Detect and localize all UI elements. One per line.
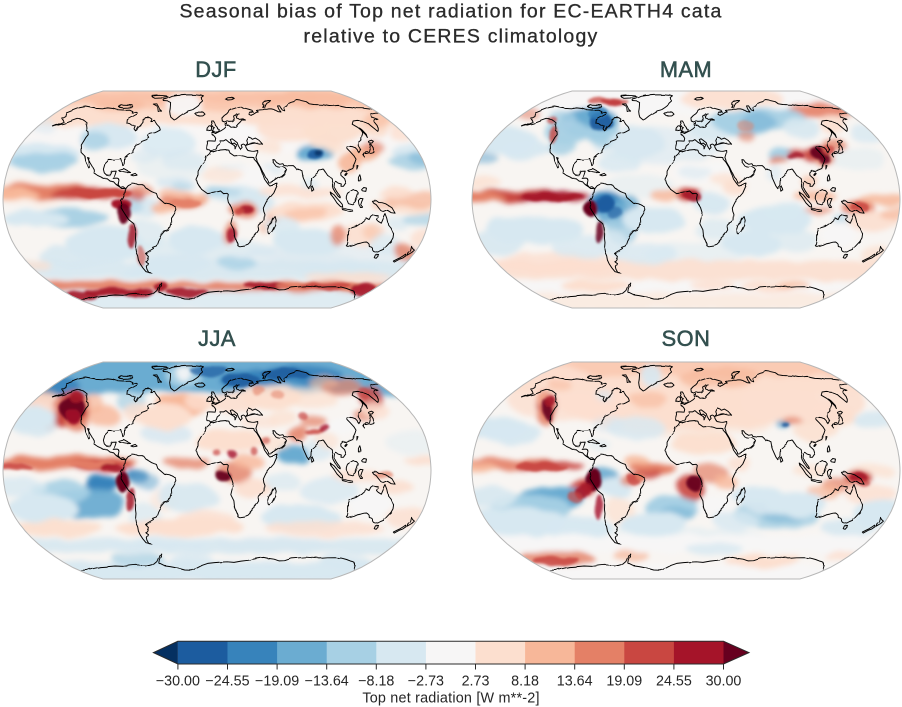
svg-text:−19.09: −19.09 <box>255 674 299 690</box>
svg-text:Seasonal bias of Top net radia: Seasonal bias of Top net radiation for E… <box>179 1 722 23</box>
svg-text:DJF: DJF <box>195 57 236 82</box>
svg-text:SON: SON <box>662 326 711 351</box>
svg-text:−2.73: −2.73 <box>408 674 444 690</box>
svg-text:relative to CERES climatology: relative to CERES climatology <box>304 26 599 48</box>
svg-text:24.55: 24.55 <box>656 674 692 690</box>
svg-text:−8.18: −8.18 <box>358 674 394 690</box>
svg-text:−30.00: −30.00 <box>156 674 200 690</box>
svg-text:2.73: 2.73 <box>462 674 490 690</box>
svg-text:−13.64: −13.64 <box>305 674 349 690</box>
svg-text:−24.55: −24.55 <box>205 674 249 690</box>
svg-text:Top net radiation [W m**-2]: Top net radiation [W m**-2] <box>362 691 539 707</box>
svg-text:8.18: 8.18 <box>511 674 539 690</box>
svg-text:19.09: 19.09 <box>606 674 642 690</box>
svg-text:JJA: JJA <box>198 326 236 351</box>
svg-text:13.64: 13.64 <box>557 674 593 690</box>
svg-text:MAM: MAM <box>660 57 712 82</box>
svg-text:30.00: 30.00 <box>706 674 742 690</box>
